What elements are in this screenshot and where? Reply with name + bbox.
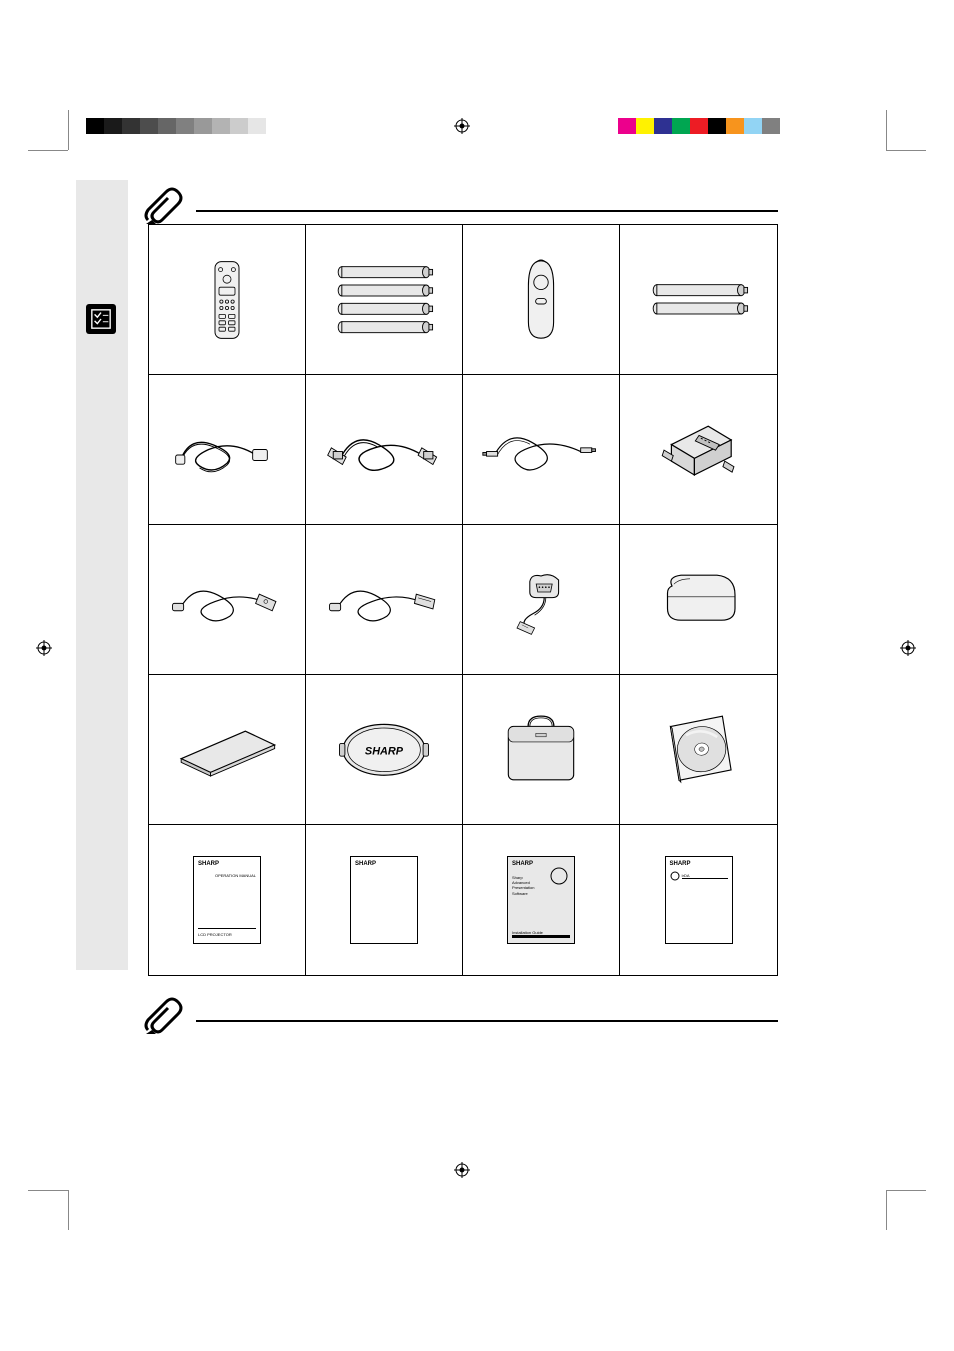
swatch <box>194 118 212 134</box>
swatch <box>176 118 194 134</box>
circle-icon <box>550 867 568 885</box>
cell-irda-driver: SHARP IrDA <box>620 825 777 975</box>
manual-irda: SHARP IrDA <box>665 856 733 944</box>
swatch <box>212 118 230 134</box>
manual-saps: SHARP Sharp Advanced Presentation Softwa… <box>507 856 575 944</box>
cell-mouse-cable-2 <box>306 525 463 675</box>
swatch <box>266 118 284 134</box>
crop-mark <box>886 110 887 150</box>
swatch <box>140 118 158 134</box>
swatch <box>618 118 636 134</box>
lens-cap-label: SHARP <box>365 745 404 757</box>
cell-cd-rom <box>620 675 777 825</box>
cell-extra-filter <box>149 675 306 825</box>
swatch <box>248 118 266 134</box>
manual-brand: SHARP <box>670 861 728 867</box>
section-rule <box>196 1020 778 1022</box>
swatch <box>726 118 744 134</box>
clip-icon <box>142 994 186 1038</box>
manual-quickref: SHARP <box>350 856 418 944</box>
cell-computer-cable <box>306 375 463 525</box>
swatch <box>654 118 672 134</box>
irda-label: IrDA <box>682 873 728 879</box>
registration-mark-icon <box>36 640 52 656</box>
cell-simple-remote <box>463 225 620 375</box>
crop-mark <box>28 150 68 151</box>
cell-lens-cap-case <box>620 525 777 675</box>
color-bar <box>618 118 780 134</box>
cell-saps-guide: SHARP Sharp Advanced Presentation Softwa… <box>463 825 620 975</box>
accessories-grid: SHARP SHARP OPERATION MANUAL LCD PROJEC <box>148 224 778 976</box>
registration-mark-icon <box>900 640 916 656</box>
crop-mark <box>68 110 69 150</box>
checklist-icon <box>86 304 116 334</box>
swatch <box>122 118 140 134</box>
crop-mark <box>28 1190 68 1191</box>
cell-adapter-box <box>620 375 777 525</box>
manual-footer: LCD PROJECTOR <box>198 932 232 937</box>
clip-icon <box>142 184 186 228</box>
sidebar-band <box>76 180 128 970</box>
crop-mark <box>886 1190 887 1230</box>
cell-power-cord <box>149 375 306 525</box>
registration-mark-icon <box>454 118 470 134</box>
grayscale-bar <box>86 118 284 134</box>
cell-mouse-cable-1 <box>149 525 306 675</box>
swatch <box>744 118 762 134</box>
swatch <box>762 118 780 134</box>
swatch <box>158 118 176 134</box>
circle-icon <box>670 871 680 881</box>
swatch <box>690 118 708 134</box>
swatch <box>230 118 248 134</box>
crop-mark <box>886 1190 926 1191</box>
swatch <box>104 118 122 134</box>
swatch <box>636 118 654 134</box>
registration-mark-icon <box>454 1162 470 1178</box>
saps-line: Software <box>512 891 570 896</box>
cell-remote-control <box>149 225 306 375</box>
manual-subtitle: OPERATION MANUAL <box>198 873 256 878</box>
cell-quick-reference: SHARP <box>306 825 463 975</box>
swatch <box>86 118 104 134</box>
cell-audio-cable <box>463 375 620 525</box>
cell-batteries-2 <box>620 225 777 375</box>
cell-operation-manual: SHARP OPERATION MANUAL LCD PROJECTOR <box>149 825 306 975</box>
manual-operation: SHARP OPERATION MANUAL LCD PROJECTOR <box>193 856 261 944</box>
swatch <box>672 118 690 134</box>
cell-lens-cap: SHARP <box>306 675 463 825</box>
manual-brand: SHARP <box>355 861 413 867</box>
manual-brand: SHARP <box>198 861 256 867</box>
cell-din-serial-cable <box>463 525 620 675</box>
crop-mark <box>68 1190 69 1230</box>
cell-carrying-bag <box>463 675 620 825</box>
crop-mark <box>886 150 926 151</box>
cell-batteries-4 <box>306 225 463 375</box>
swatch <box>708 118 726 134</box>
section-rule <box>196 210 778 212</box>
